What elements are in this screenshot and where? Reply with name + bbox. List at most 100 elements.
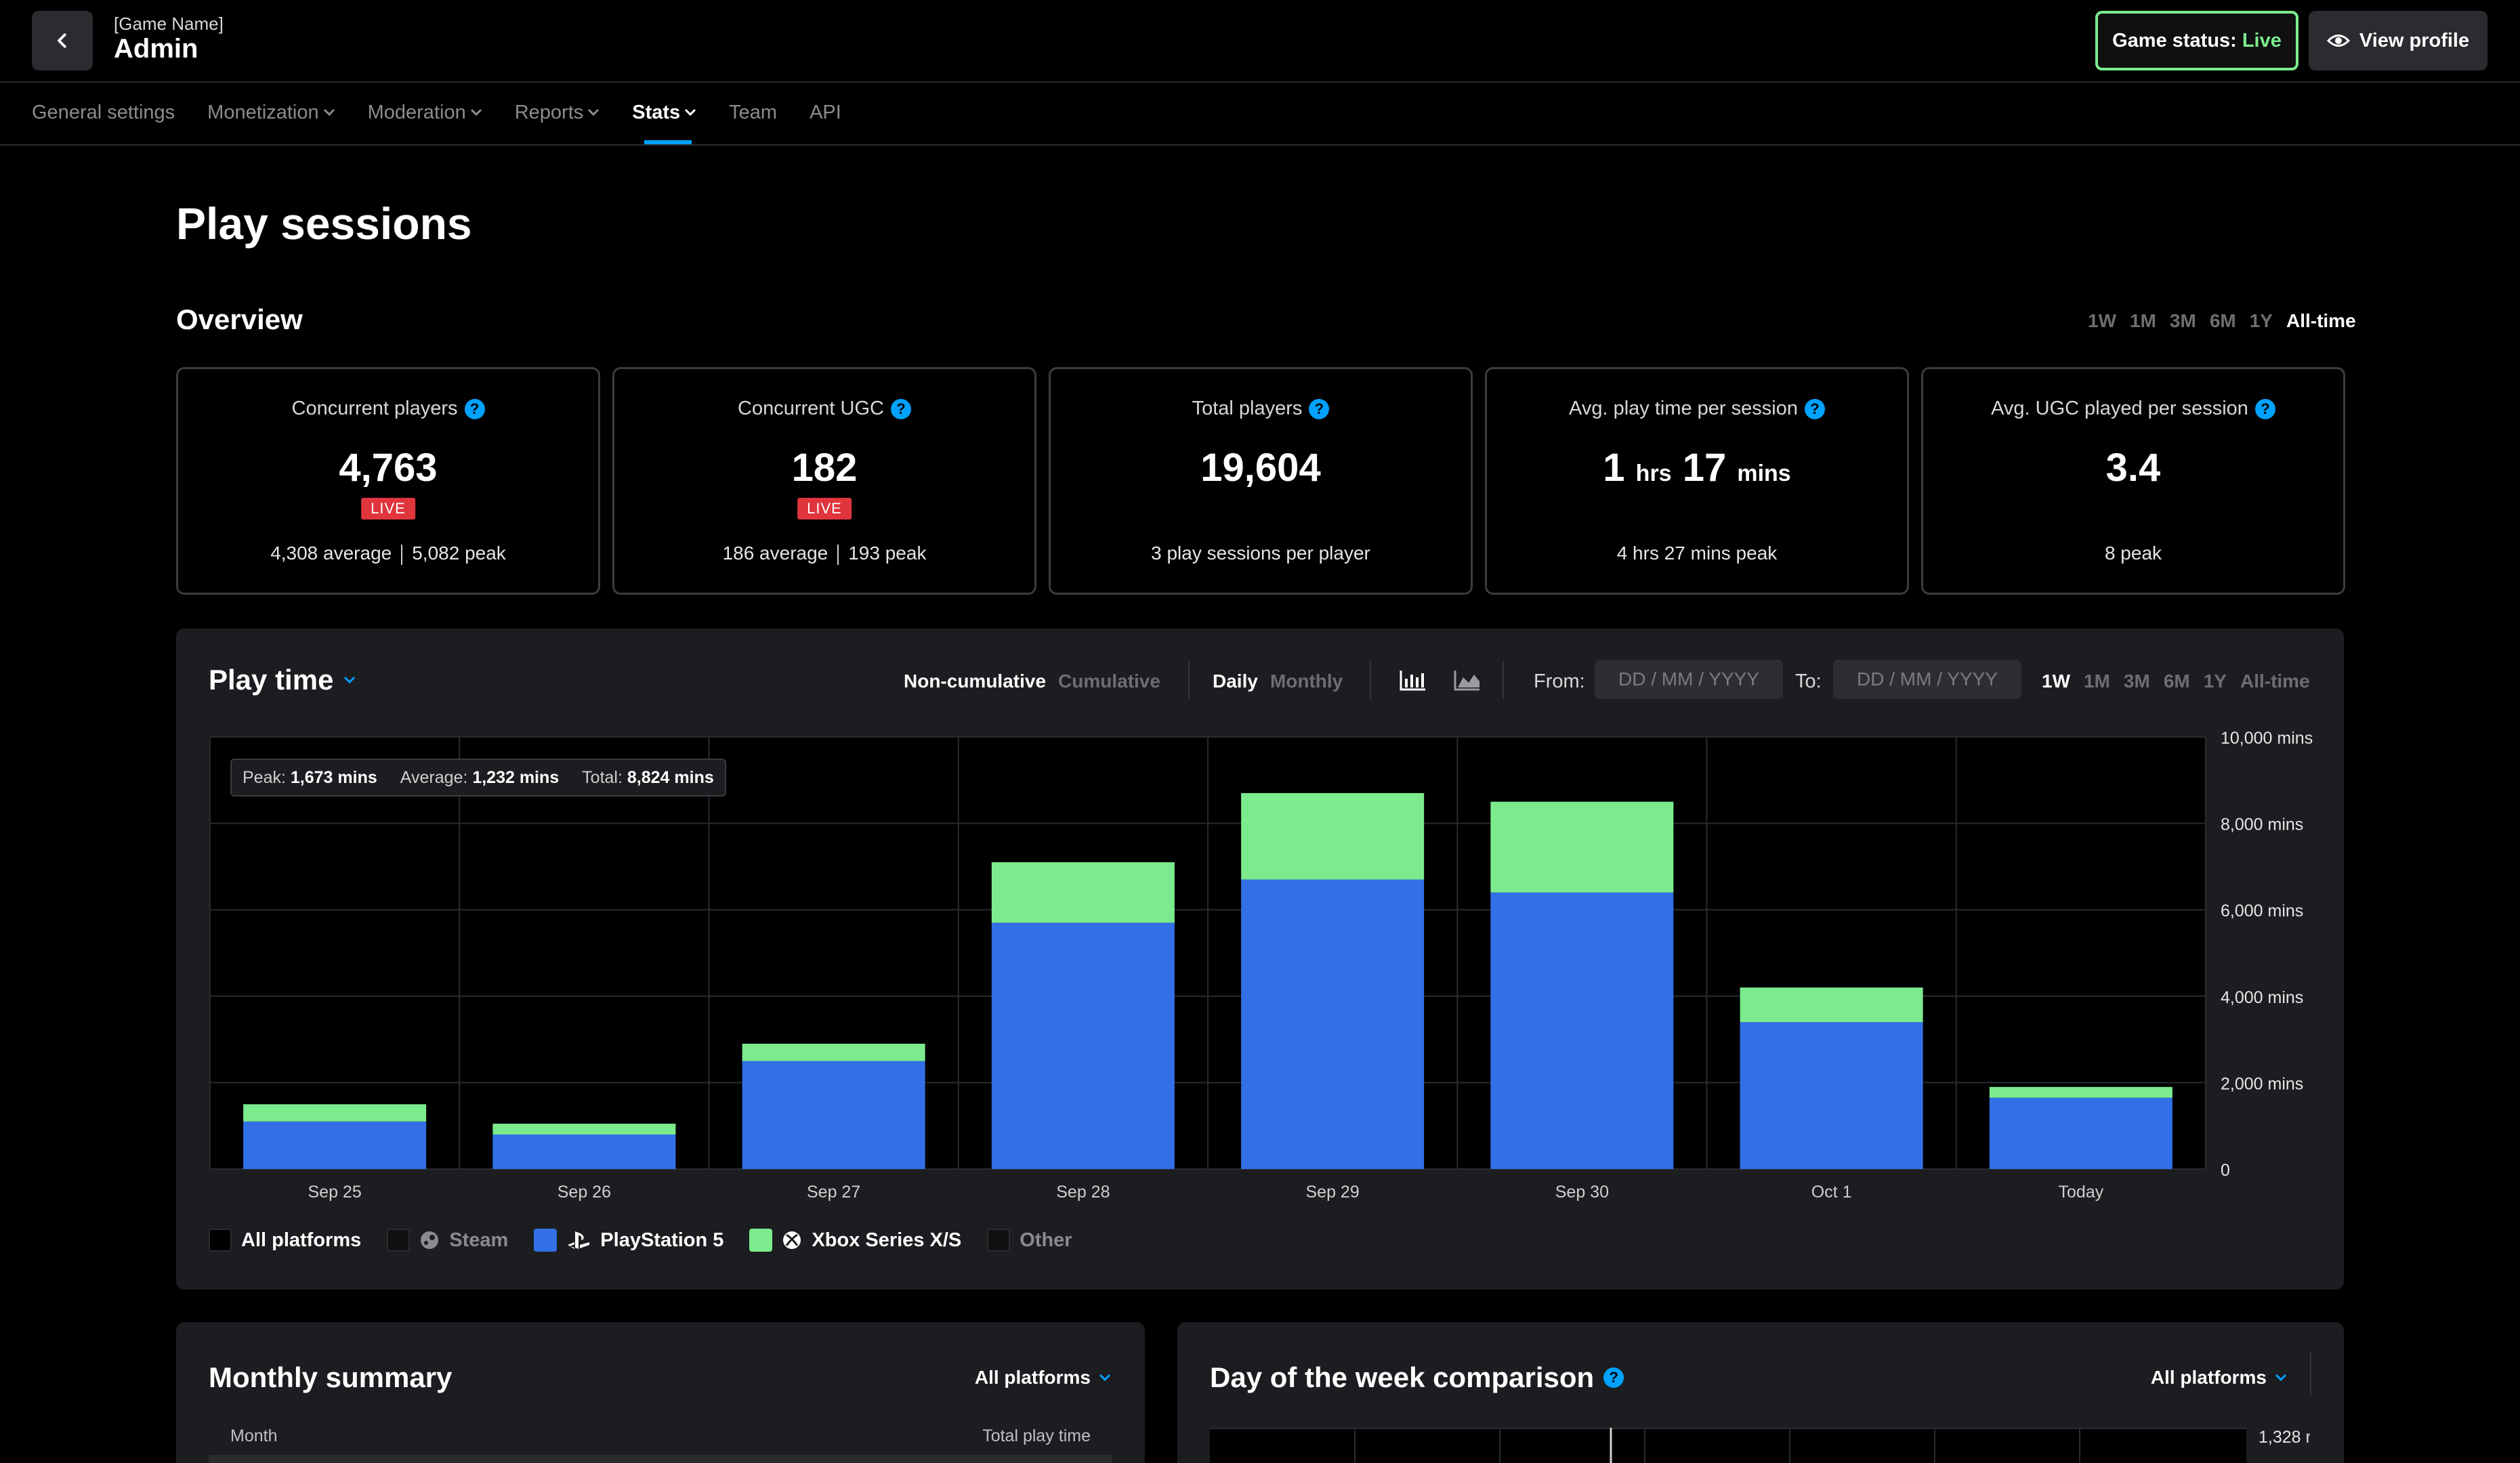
chevron-left-icon — [58, 33, 66, 48]
card-label: Concurrent players — [291, 398, 458, 419]
bar-segment[interactable] — [1241, 792, 1425, 880]
nav-api[interactable]: API — [810, 100, 841, 125]
monthly-option[interactable]: Monthly — [1269, 671, 1343, 692]
card-label: Total players — [1192, 398, 1303, 419]
y-tick-label: 0 — [2221, 1161, 2230, 1180]
bar-chart-icon[interactable] — [1398, 668, 1428, 692]
main-nav: General settings Monetization Moderation… — [32, 100, 841, 125]
granularity-toggle: Daily Monthly — [1213, 671, 1343, 692]
view-profile-button[interactable]: View profile — [2309, 11, 2487, 70]
card-value: 19,604 — [1200, 446, 1321, 490]
playtime-range-selector: 1W 1M 3M 6M 1Y All-time — [2042, 671, 2310, 692]
mins-value: 17 — [1682, 446, 1727, 490]
range-1w[interactable]: 1W — [2042, 671, 2070, 692]
bar-segment[interactable] — [492, 1134, 676, 1169]
x-tick-label: Sep 25 — [308, 1183, 362, 1202]
legend-playstation-5[interactable]: PlayStation 5 — [534, 1229, 723, 1252]
legend-other[interactable]: Other — [987, 1229, 1072, 1252]
bar-segment[interactable] — [1989, 1086, 2172, 1098]
nav-stats[interactable]: Stats — [632, 100, 696, 125]
range-3m[interactable]: 3M — [2123, 671, 2150, 692]
nav-reports[interactable]: Reports — [515, 100, 600, 125]
range-3m[interactable]: 3M — [2169, 310, 2196, 331]
card-average: 4,308 average — [270, 543, 392, 564]
column-month: Month — [230, 1426, 278, 1445]
active-tab-indicator — [644, 140, 692, 144]
range-all-time[interactable]: All-time — [2240, 671, 2310, 692]
dow-platform-dropdown[interactable]: All platforms — [2151, 1367, 2287, 1388]
bar-segment[interactable] — [742, 1061, 925, 1170]
legend-label: Xbox Series X/S — [812, 1229, 962, 1251]
overview-title: Overview — [176, 303, 303, 335]
bar-segment[interactable] — [1241, 879, 1425, 1169]
help-icon[interactable]: ? — [2254, 398, 2275, 419]
bar-segment[interactable] — [492, 1124, 676, 1135]
range-1w[interactable]: 1W — [2088, 310, 2116, 331]
bar-segment[interactable] — [243, 1104, 427, 1122]
range-6m[interactable]: 6M — [2209, 310, 2236, 331]
cumulative-option[interactable]: Cumulative — [1058, 671, 1160, 692]
legend-swatch — [749, 1229, 773, 1252]
play-time-title-dropdown[interactable]: Play time — [209, 664, 356, 696]
page-title: Play sessions — [176, 198, 472, 249]
area-chart-icon[interactable] — [1452, 668, 1482, 692]
separator — [837, 544, 839, 565]
legend-xbox-series[interactable]: Xbox Series X/S — [749, 1229, 961, 1252]
legend-all-platforms[interactable]: All platforms — [209, 1229, 361, 1252]
xbox-icon — [783, 1231, 801, 1249]
help-icon[interactable]: ? — [890, 398, 911, 419]
y-tick-label: 6,000 mins — [2221, 902, 2303, 920]
game-status-button[interactable]: Game status: Live — [2095, 11, 2298, 70]
chart-background — [1210, 1428, 2246, 1463]
range-1m[interactable]: 1M — [2084, 671, 2110, 692]
nav-moderation[interactable]: Moderation — [368, 100, 482, 125]
day-of-week-chart: 1,328 mins — [1210, 1428, 2310, 1463]
x-tick-label: Today — [2059, 1183, 2104, 1202]
help-icon[interactable]: ? — [1309, 398, 1330, 419]
legend-swatch — [387, 1229, 411, 1252]
bar-segment[interactable] — [991, 923, 1175, 1169]
nav-general-settings[interactable]: General settings — [32, 100, 175, 125]
play-time-title: Play time — [209, 664, 334, 696]
y-tick-label: 4,000 mins — [2221, 988, 2303, 1007]
nav-monetization[interactable]: Monetization — [207, 100, 335, 125]
day-of-week-panel: Day of the week comparison ? All platfor… — [1177, 1322, 2344, 1463]
day-of-week-title: Day of the week comparison — [1210, 1361, 1595, 1393]
daily-option[interactable]: Daily — [1213, 671, 1258, 692]
playstation-icon — [568, 1231, 590, 1249]
card-value: 182 — [791, 446, 858, 490]
monthly-platform-dropdown[interactable]: All platforms — [975, 1367, 1111, 1388]
range-1m[interactable]: 1M — [2130, 310, 2156, 331]
card-concurrent-ugc: Concurrent UGC? 182 LIVE 186 average 193 … — [612, 367, 1036, 595]
help-icon[interactable]: ? — [464, 398, 485, 419]
bar-segment[interactable] — [742, 1043, 925, 1061]
bar-segment[interactable] — [1989, 1097, 2172, 1169]
help-icon[interactable]: ? — [1603, 1367, 1624, 1388]
range-1y[interactable]: 1Y — [2203, 671, 2227, 692]
range-6m[interactable]: 6M — [2163, 671, 2190, 692]
bar-segment[interactable] — [1490, 801, 1674, 893]
card-sub: 3 play sessions per player — [1151, 543, 1370, 564]
non-cumulative-option[interactable]: Non-cumulative — [904, 671, 1047, 692]
help-icon[interactable]: ? — [1804, 398, 1825, 419]
bar-segment[interactable] — [991, 862, 1175, 923]
legend-steam[interactable]: Steam — [387, 1229, 508, 1252]
game-status-label: Game status: — [2112, 29, 2237, 51]
from-date-input[interactable]: DD / MM / YYYY — [1595, 660, 1783, 699]
mins-unit: mins — [1737, 461, 1791, 486]
bar-segment[interactable] — [1740, 988, 1923, 1023]
range-1y[interactable]: 1Y — [2249, 310, 2273, 331]
to-date-input[interactable]: DD / MM / YYYY — [1833, 660, 2021, 699]
bar-segment[interactable] — [1490, 892, 1674, 1169]
bar-segment[interactable] — [243, 1121, 427, 1169]
nav-team[interactable]: Team — [729, 100, 777, 125]
back-button[interactable] — [32, 11, 93, 70]
bar-segment[interactable] — [1740, 1022, 1923, 1169]
nav-label: Monetization — [207, 101, 319, 123]
card-sub: 8 peak — [2104, 543, 2162, 564]
range-all-time[interactable]: All-time — [2286, 310, 2356, 331]
y-tick-label: 10,000 mins — [2221, 729, 2313, 748]
average-label: Average: — [400, 767, 468, 787]
card-peak: 193 peak — [848, 543, 927, 564]
x-tick-label: Oct 1 — [1811, 1183, 1852, 1202]
